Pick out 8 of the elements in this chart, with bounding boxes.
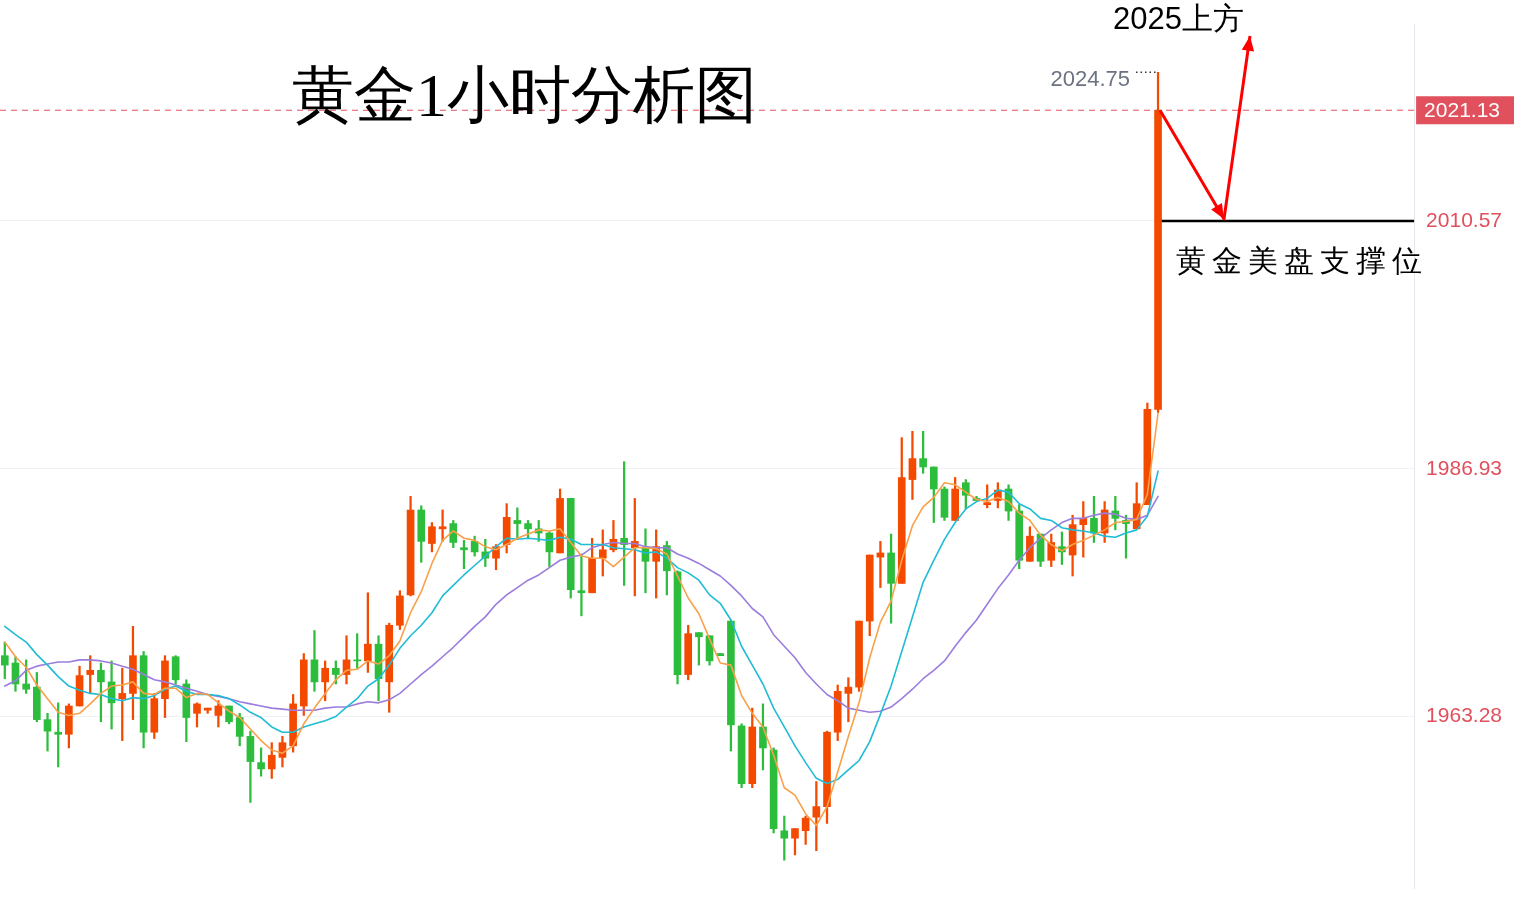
y-tick-label: 2010.57 bbox=[1426, 207, 1503, 231]
ref-line-label: 2021.13 bbox=[1424, 98, 1501, 122]
annotation: 2025上方 bbox=[1113, 0, 1244, 36]
y-tick-label: 1986.93 bbox=[1426, 455, 1503, 479]
text: 黄金1小时分析图 bbox=[292, 61, 757, 130]
annotation: 2024.75 bbox=[1050, 66, 1131, 92]
y-tick-label: 1963.28 bbox=[1426, 703, 1503, 727]
ref-line-label: 黄金美盘支撑位 bbox=[1176, 243, 1423, 277]
